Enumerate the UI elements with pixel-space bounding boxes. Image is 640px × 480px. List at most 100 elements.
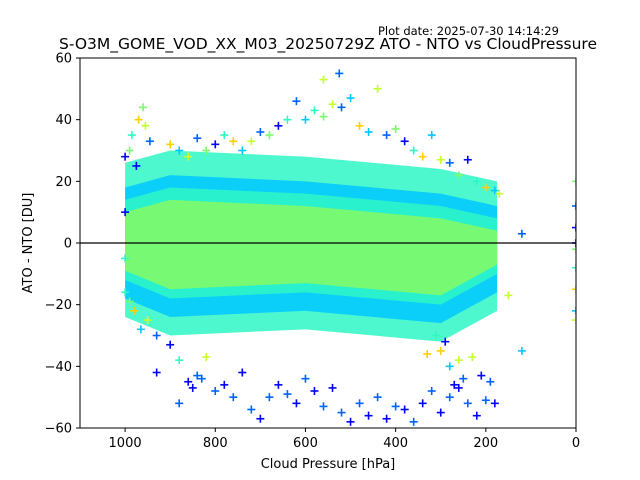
- y-axis: 60 40 20 0 −20 −40 −60: [45, 52, 80, 437]
- data-point: [335, 69, 344, 78]
- y-axis-label: ATO - NTO [DU]: [21, 193, 36, 294]
- data-point: [337, 103, 346, 112]
- data-point: [572, 263, 576, 272]
- data-point: [346, 94, 355, 103]
- data-point: [463, 155, 472, 164]
- cloud-band: [125, 199, 498, 296]
- data-point: [572, 316, 576, 325]
- data-point: [310, 106, 319, 115]
- data-point: [211, 140, 220, 149]
- x-tick-label: 0: [572, 436, 580, 451]
- y-tick-label: 40: [55, 113, 72, 128]
- data-point: [454, 356, 463, 365]
- data-point: [202, 353, 211, 362]
- data-point: [202, 146, 211, 155]
- data-point: [454, 171, 463, 180]
- data-point: [572, 177, 576, 186]
- data-point: [193, 371, 202, 380]
- data-point: [517, 229, 526, 238]
- data-point: [355, 399, 364, 408]
- data-point: [229, 137, 238, 146]
- data-point: [427, 131, 436, 140]
- data-point: [175, 356, 184, 365]
- data-point: [121, 208, 130, 217]
- data-point: [283, 390, 292, 399]
- data-point: [121, 254, 130, 263]
- data-point: [441, 337, 450, 346]
- data-point: [328, 383, 337, 392]
- data-point: [301, 374, 310, 383]
- data-point: [409, 417, 418, 426]
- data-point: [139, 103, 148, 112]
- data-point: [477, 371, 486, 380]
- data-point: [495, 189, 504, 198]
- data-point: [486, 377, 495, 386]
- data-point: [459, 374, 468, 383]
- data-point: [132, 161, 141, 170]
- y-tick-label: 60: [55, 52, 72, 67]
- data-point: [220, 131, 229, 140]
- data-point: [121, 152, 130, 161]
- data-point: [436, 408, 445, 417]
- data-point: [274, 121, 283, 130]
- x-tick-label: 400: [383, 436, 408, 451]
- data-point: [152, 368, 161, 377]
- data-point: [193, 134, 202, 143]
- data-point: [423, 350, 432, 358]
- data-point: [175, 399, 184, 408]
- data-point: [572, 202, 576, 210]
- data-point: [134, 115, 143, 124]
- data-point: [432, 331, 441, 340]
- data-point: [454, 383, 463, 392]
- data-point: [517, 346, 526, 355]
- data-point: [450, 380, 459, 389]
- data-point: [188, 383, 197, 392]
- data-point: [121, 288, 130, 297]
- data-point: [436, 155, 445, 164]
- data-point: [481, 396, 490, 405]
- data-point: [418, 399, 427, 408]
- data-point: [136, 325, 145, 334]
- data-point: [166, 140, 175, 149]
- data-point: [145, 137, 154, 146]
- data-point: [572, 285, 576, 294]
- y-tick-label: 20: [55, 175, 72, 190]
- y-tick-label: 0: [64, 237, 72, 252]
- x-tick-label: 200: [473, 436, 498, 451]
- data-point: [319, 75, 328, 84]
- y-tick-label: −60: [45, 422, 72, 437]
- data-point: [184, 152, 193, 161]
- plot-date: Plot date: 2025-07-30 14:14:29: [378, 24, 559, 38]
- y-tick-label: −40: [45, 360, 72, 375]
- data-point: [346, 417, 355, 426]
- data-point: [436, 346, 445, 355]
- data-point: [572, 306, 576, 315]
- data-point: [211, 387, 220, 395]
- data-point: [229, 393, 238, 402]
- data-point: [409, 146, 418, 155]
- data-point: [125, 146, 134, 155]
- data-point: [364, 411, 373, 420]
- data-point: [166, 340, 175, 349]
- data-point: [427, 387, 436, 395]
- data-point: [472, 411, 481, 420]
- data-point: [463, 399, 472, 408]
- data-point: [391, 124, 400, 133]
- data-point: [256, 414, 265, 423]
- data-point: [283, 115, 292, 124]
- x-tick-label: 1000: [109, 436, 142, 451]
- data-point: [238, 146, 247, 155]
- data-point: [197, 374, 206, 383]
- data-point: [127, 131, 136, 140]
- data-point: [141, 121, 150, 130]
- data-point: [265, 131, 274, 140]
- chart-title: S-O3M_GOME_VOD_XX_M03_20250729Z ATO - NT…: [59, 35, 597, 54]
- data-point: [418, 152, 427, 161]
- data-point: [184, 377, 193, 386]
- data-point: [152, 331, 161, 340]
- data-point: [319, 112, 328, 121]
- data-point: [373, 84, 382, 93]
- data-point: [292, 97, 301, 106]
- y-tick-label: −20: [45, 298, 72, 313]
